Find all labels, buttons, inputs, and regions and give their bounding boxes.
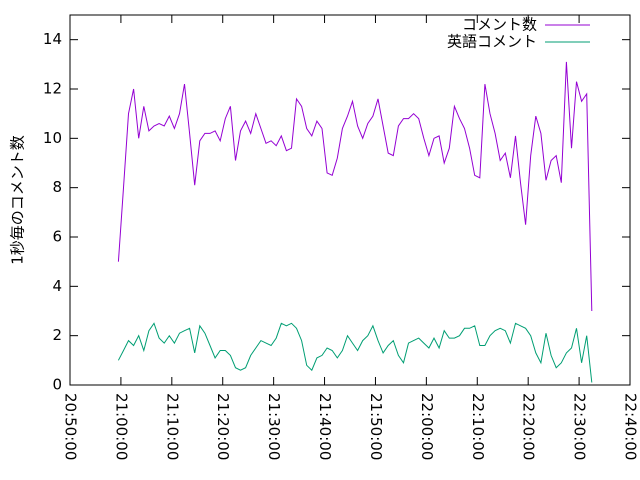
y-tick-label: 4 — [52, 277, 62, 295]
plot-border — [69, 14, 631, 386]
legend-label: コメント数 — [462, 16, 537, 34]
series-line — [117, 322, 593, 383]
x-tick-label: 22:20:00 — [520, 393, 538, 460]
x-tick-label: 21:50:00 — [367, 393, 385, 460]
x-tick-label: 21:10:00 — [163, 393, 181, 460]
x-tick-label: 20:50:00 — [62, 393, 80, 460]
y-tick-label: 6 — [52, 228, 62, 246]
series-line — [117, 61, 593, 312]
x-tick-label: 21:20:00 — [214, 393, 232, 460]
y-tick-label: 8 — [52, 178, 62, 196]
y-tick-label: 12 — [43, 80, 62, 98]
x-tick-label: 22:40:00 — [622, 393, 640, 460]
y-axis-label: 1秒毎のコメント数 — [9, 135, 27, 265]
x-tick-label: 21:30:00 — [265, 393, 283, 460]
x-tick-label: 21:40:00 — [316, 393, 334, 460]
y-tick-label: 10 — [43, 129, 62, 147]
x-tick-label: 22:10:00 — [469, 393, 487, 460]
legend-label: 英語コメント — [447, 33, 537, 51]
x-tick-label: 21:00:00 — [112, 393, 130, 460]
y-tick-label: 2 — [52, 326, 62, 344]
x-tick-label: 22:30:00 — [571, 393, 589, 460]
x-tick-label: 22:00:00 — [418, 393, 436, 460]
y-tick-label: 0 — [52, 376, 62, 394]
y-tick-label: 14 — [43, 30, 62, 48]
